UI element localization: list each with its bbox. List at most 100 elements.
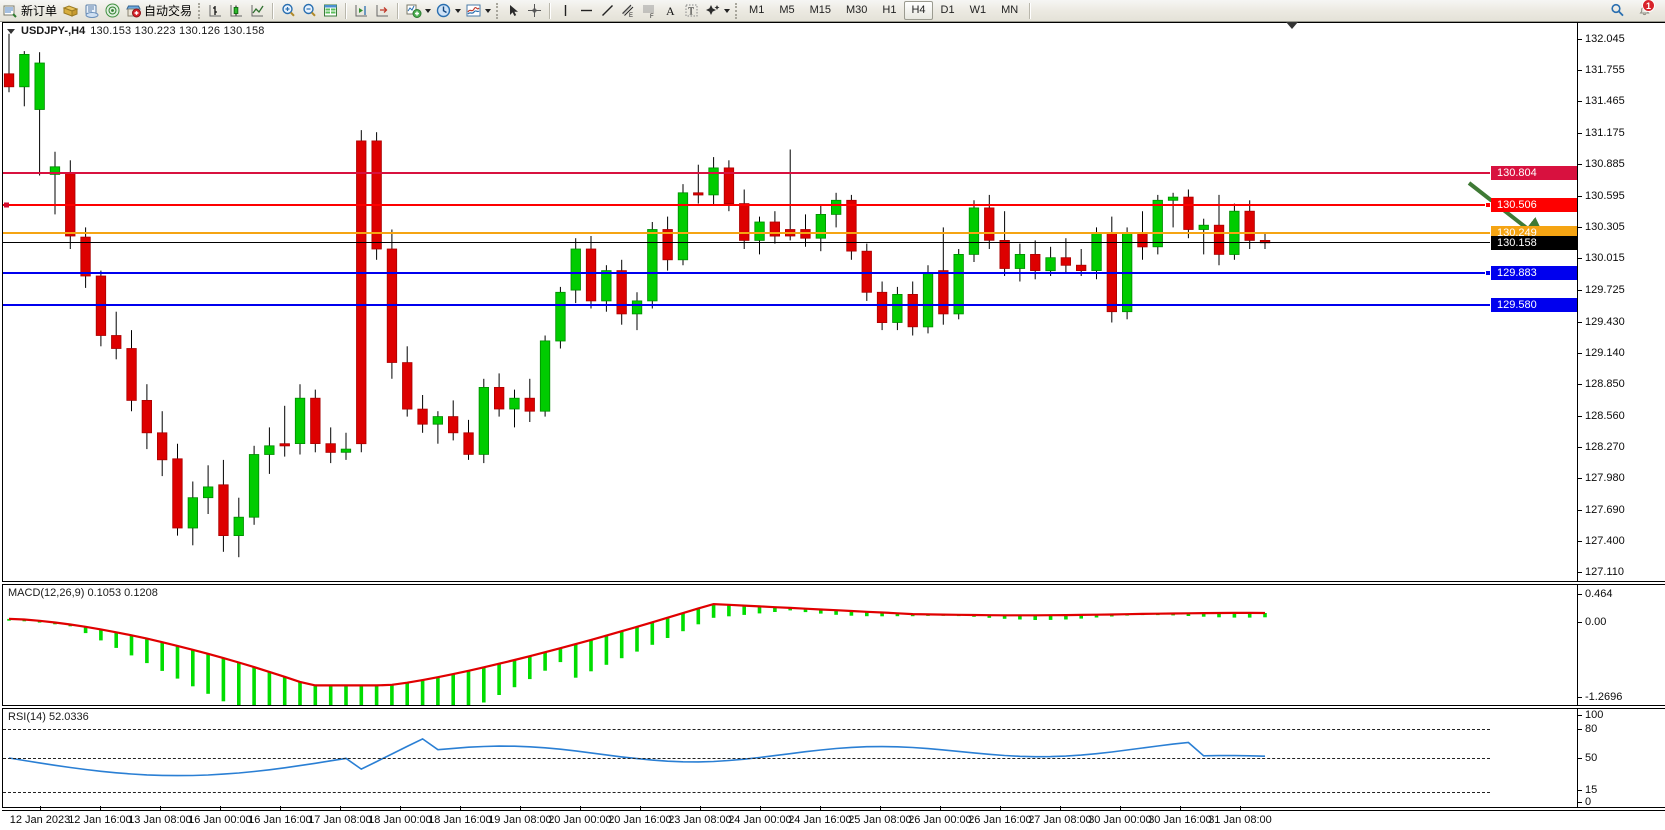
timeframe-m30[interactable]: M30 [846,4,868,16]
time-tick-mark [1060,806,1061,811]
line-handle[interactable] [1485,202,1491,209]
rsi-scale: 100 80 50 15 0 [1577,709,1665,807]
text-tool-button[interactable]: A [660,1,681,21]
rsi-pane[interactable]: RSI(14) 52.0336 100 80 50 15 0 [2,708,1665,808]
time-tick-mark [100,806,101,811]
timeframe-m15[interactable]: M15 [809,4,831,16]
time-axis[interactable]: 12 Jan 2023 12 Jan 16:00 13 Jan 08:00 16 Ja… [2,806,1665,830]
arrows-icon [704,2,721,19]
price-tick: 132.045 [1578,33,1625,45]
timeframe-mn[interactable]: MN [1001,4,1019,16]
vertical-line-button[interactable] [555,1,576,21]
timeframe-h1[interactable]: H1 [882,4,897,16]
templates-button[interactable] [463,1,493,21]
price-tick: 130.885 [1578,158,1625,170]
indicators-button[interactable] [403,1,433,21]
time-label: 26 Jan 00:00 [908,814,972,826]
rsi-tick: 15 [1578,784,1597,796]
chart-container[interactable]: USDJPY-,H4 130.153 130.223 130.126 130.1… [0,22,1665,830]
time-tick-mark [340,806,341,811]
rsi-tick: 80 [1578,723,1597,735]
rsi-tick: 0 [1578,796,1591,807]
resistance-line[interactable] [3,202,1491,209]
toolbar-gripper-3[interactable] [735,2,739,19]
bar-chart-button[interactable] [205,1,226,21]
crosshair-tool-button[interactable] [524,1,545,21]
line-handle[interactable] [1485,269,1491,276]
pivot-line[interactable] [3,231,1490,234]
bid-price-line[interactable] [3,241,1490,243]
chart-scroll-marker[interactable] [1286,22,1298,29]
timeframe-d1[interactable]: D1 [940,4,955,16]
price-scale[interactable]: 132.045 131.755 131.465 131.175 130.885 130.5… [1577,23,1665,581]
time-tick-mark [1180,806,1181,811]
time-label: 24 Jan 00:00 [728,814,792,826]
price-level-tag[interactable]: 130.804 [1491,165,1579,180]
equidistant-channel-button[interactable]: E [618,1,639,21]
chevron-down-icon[interactable] [425,8,432,13]
rsi-level-50 [3,758,1490,759]
chevron-down-icon[interactable] [724,8,731,13]
grid-icon [322,2,339,19]
periodicity-button[interactable] [433,1,463,21]
time-label: 17 Jan 08:00 [308,814,372,826]
chevron-down-icon[interactable] [455,8,462,13]
toolbar-gripper-2[interactable] [496,2,500,19]
time-label: 20 Jan 16:00 [608,814,672,826]
publish-button[interactable] [81,1,102,21]
indicators-icon [405,2,422,19]
search-icon [1609,2,1626,19]
cursor-tool-button[interactable] [503,1,524,21]
price-level-tag[interactable]: 130.506 [1491,198,1579,213]
timeframe-w1[interactable]: W1 [969,4,987,16]
timeframe-m1[interactable]: M1 [749,4,765,16]
zoom-in-button[interactable] [278,1,299,21]
price-level-tag[interactable]: 130.158 [1491,235,1579,250]
folder-button[interactable] [60,1,81,21]
text-label-button[interactable]: T [681,1,702,21]
price-level-tag[interactable]: 129.580 [1491,298,1579,313]
macd-plot [7,602,1267,705]
signals-button[interactable] [102,1,123,21]
zoom-out-button[interactable] [299,1,320,21]
tile-windows-button[interactable] [320,1,341,21]
macd-pane[interactable]: MACD(12,26,9) 0.1053 0.1208 0.464 0.00 -1.… [2,584,1665,706]
chart-menu-caret-icon[interactable] [7,28,15,34]
bell-icon: 1 [1636,0,1655,19]
new-order-button[interactable]: 新订单 [0,1,60,21]
arrows-button[interactable] [702,1,732,21]
time-tick-mark [1240,806,1241,811]
support-line[interactable] [3,269,1491,276]
chevron-down-icon[interactable] [485,8,492,13]
auto-trading-button[interactable]: 自动交易 [123,1,195,21]
timeframe-m5[interactable]: M5 [779,4,795,16]
auto-scroll-button[interactable] [372,1,393,21]
line-chart-button[interactable] [247,1,268,21]
support-line[interactable] [3,304,1490,307]
shift-chart-button[interactable] [351,1,372,21]
time-tick-mark [1120,806,1121,811]
price-tick: 130.015 [1578,252,1625,264]
toolbar-separator-2 [345,2,348,19]
toolbar-separator-4 [549,2,552,19]
timeframe-h4[interactable]: H4 [904,1,933,20]
candlestick-chart-button[interactable] [226,1,247,21]
folder-icon [62,2,79,19]
time-label: 18 Jan 16:00 [428,814,492,826]
toolbar-gripper[interactable] [198,2,202,19]
resistance-line[interactable] [3,171,1490,174]
time-tick-mark [40,806,41,811]
trendline-button[interactable] [597,1,618,21]
price-pane[interactable]: USDJPY-,H4 130.153 130.223 130.126 130.1… [2,22,1665,582]
signals-icon [104,2,121,19]
price-level-tag[interactable]: 129.883 [1491,265,1579,280]
time-label: 20 Jan 00:00 [548,814,612,826]
notifications-button[interactable]: 1 [1634,0,1655,21]
horizontal-line-button[interactable] [576,1,597,21]
fibonacci-button[interactable]: F [639,1,660,21]
price-tick: 131.755 [1578,64,1625,76]
line-left-anchor[interactable] [4,202,9,208]
search-button[interactable] [1607,1,1628,21]
time-label: 19 Jan 08:00 [488,814,552,826]
